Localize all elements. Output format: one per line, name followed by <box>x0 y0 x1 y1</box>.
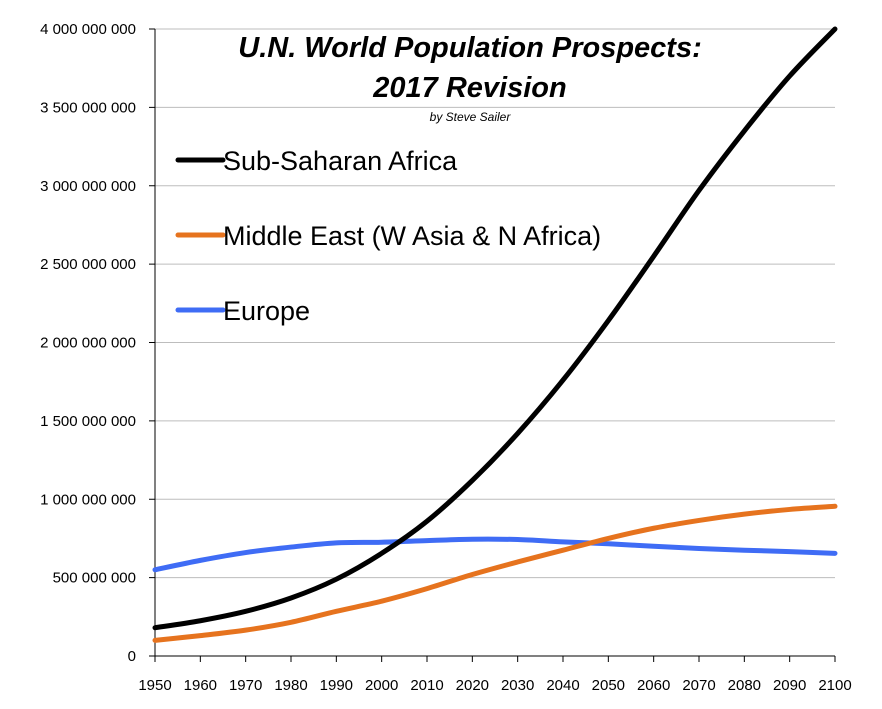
series-line-sub-saharan-africa <box>152 26 838 631</box>
x-tick-label: 1970 <box>229 677 262 694</box>
x-tick-label: 2030 <box>501 677 534 694</box>
y-tick-label: 4 000 000 000 <box>40 21 136 38</box>
axes: 0 500 000 000 1 000 000 000 1 500 000 000 2 … <box>40 21 852 694</box>
legend-label-europe: Europe <box>223 296 310 326</box>
series-line-europe <box>152 536 838 573</box>
legend-label-sub-saharan-africa: Sub-Saharan Africa <box>223 146 458 176</box>
chart-subtitle: by Steve Sailer <box>430 110 512 124</box>
y-tick-label: 2 000 000 000 <box>40 335 136 352</box>
x-tick-label: 2010 <box>410 677 443 694</box>
x-tick-label: 2060 <box>637 677 670 694</box>
chart-title-group: U.N. World Population Prospects: 2017 Re… <box>238 32 702 124</box>
chart-title: U.N. World Population Prospects: <box>238 32 702 64</box>
x-tick-label: 2040 <box>546 677 579 694</box>
y-tick-label: 3 000 000 000 <box>40 178 136 195</box>
data-series <box>152 26 838 643</box>
x-tick-label: 2070 <box>682 677 715 694</box>
y-tick-label: 3 500 000 000 <box>40 99 136 116</box>
x-tick-label: 1990 <box>320 677 353 694</box>
series-line-middle-east-w-asia-n-africa <box>152 503 838 643</box>
x-tick-label: 1960 <box>184 677 217 694</box>
x-tick-label: 2080 <box>728 677 761 694</box>
grid-lines <box>155 28 835 579</box>
x-tick-label: 1950 <box>138 677 171 694</box>
x-tick-label: 2090 <box>773 677 806 694</box>
y-tick-label: 500 000 000 <box>53 570 136 587</box>
legend: Sub-Saharan Africa Middle East (W Asia & … <box>175 146 601 326</box>
y-tick-label: 2 500 000 000 <box>40 256 136 273</box>
chart-title-line-2: 2017 Revision <box>372 72 566 104</box>
y-tick-label: 1 000 000 000 <box>40 491 136 508</box>
x-tick-label: 2020 <box>456 677 489 694</box>
x-tick-label: 1980 <box>274 677 307 694</box>
y-tick-label: 0 <box>128 648 136 665</box>
x-tick-label: 2000 <box>365 677 398 694</box>
x-tick-label: 2100 <box>818 677 851 694</box>
legend-label-middle-east-w-asia-n-africa: Middle East (W Asia & N Africa) <box>223 221 601 251</box>
y-tick-label: 1 500 000 000 <box>40 413 136 430</box>
x-tick-label: 2050 <box>592 677 625 694</box>
